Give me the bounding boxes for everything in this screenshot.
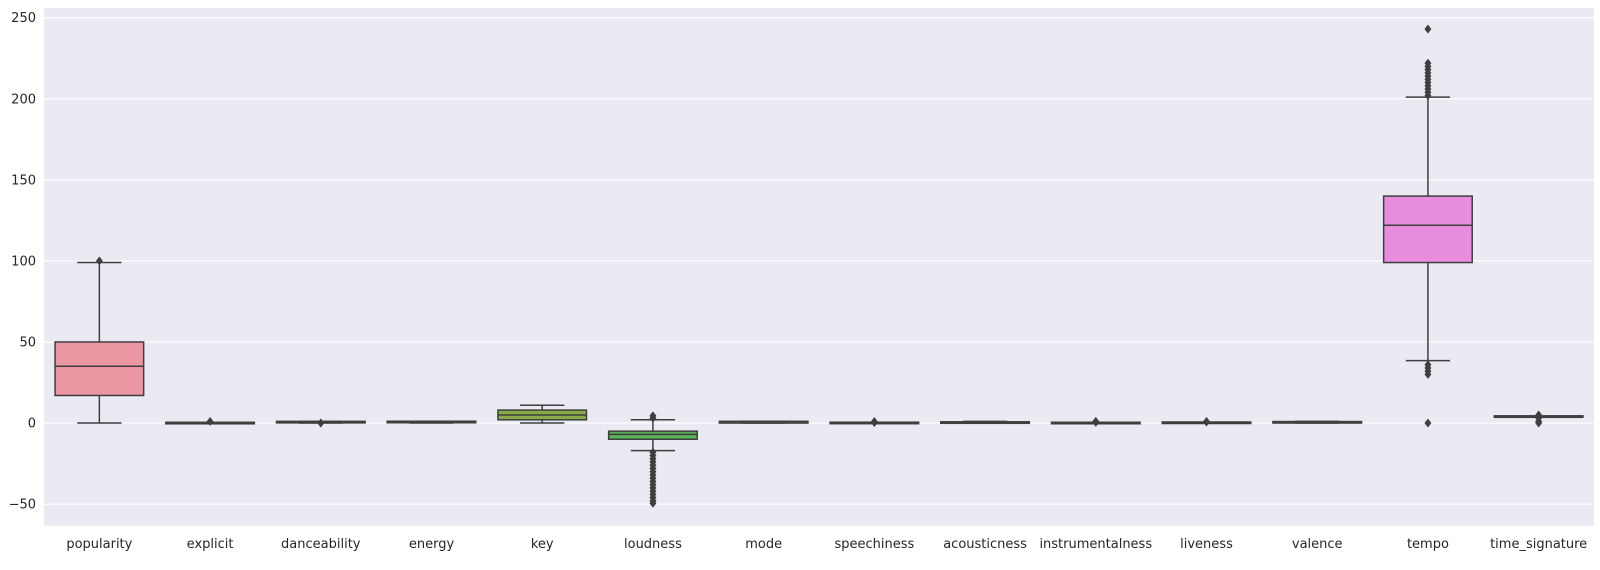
box-group-tempo	[1382, 24, 1473, 428]
outlier-point	[1092, 416, 1100, 426]
x-tick-label: time_signature	[1490, 537, 1587, 552]
y-tick-label: 250	[11, 11, 36, 26]
x-tick-label: liveness	[1180, 537, 1233, 552]
boxes	[54, 24, 1584, 508]
outlier-point	[870, 416, 878, 427]
box-group-valence	[1272, 420, 1363, 424]
outlier-point	[1424, 58, 1432, 68]
box-group-danceability	[275, 418, 366, 428]
x-tick-label: key	[531, 537, 554, 552]
y-tick-label: 0	[28, 417, 36, 432]
box-iqr	[54, 341, 145, 397]
y-tick-label: 150	[11, 173, 36, 188]
x-tick-label: speechiness	[834, 537, 914, 552]
y-tick-label: 100	[11, 254, 36, 269]
box-iqr	[607, 430, 698, 441]
box-group-explicit	[165, 416, 256, 426]
outlier-point	[649, 498, 657, 508]
x-tick-label: tempo	[1407, 537, 1449, 552]
outlier-point	[1424, 360, 1432, 370]
outlier-point	[317, 418, 325, 428]
box-group-time-signature	[1493, 410, 1584, 428]
box-group-key	[497, 404, 588, 424]
outlier-point	[206, 416, 214, 426]
outlier-point	[1535, 410, 1543, 420]
x-tick-label: explicit	[187, 537, 234, 552]
box-group-loudness	[607, 411, 698, 508]
x-tick-label: loudness	[624, 537, 682, 552]
x-tick-label: acousticness	[943, 537, 1027, 552]
y-tick-label: 50	[19, 335, 36, 350]
box-iqr	[1382, 195, 1473, 264]
x-tick-label: danceability	[281, 537, 361, 552]
box-group-acousticness	[940, 420, 1031, 425]
x-tick-label: mode	[745, 537, 782, 552]
box-group-energy	[386, 420, 477, 424]
box-group-popularity	[54, 256, 145, 424]
x-axis-tick-labels: popularity explicit danceability energy key l…	[66, 537, 1587, 552]
y-axis-tick-labels: −50 0 50 100 150 200 250	[9, 11, 36, 512]
plot-area-background	[44, 8, 1594, 526]
box-group-instrumentalness	[1050, 416, 1141, 427]
y-tick-label: −50	[9, 498, 36, 513]
outlier-point	[1202, 416, 1211, 426]
box-group-liveness	[1161, 416, 1252, 427]
x-tick-label: valence	[1292, 537, 1343, 552]
outlier-point	[95, 256, 103, 266]
outlier-point	[1424, 24, 1432, 34]
box-group-mode	[718, 420, 809, 424]
y-tick-label: 200	[11, 92, 36, 107]
x-tick-label: instrumentalness	[1039, 537, 1152, 552]
box-group-speechiness	[829, 416, 920, 428]
x-tick-label: energy	[409, 537, 455, 552]
outlier-point	[1424, 418, 1432, 428]
outlier-point	[649, 411, 657, 421]
x-tick-label: popularity	[66, 537, 132, 552]
